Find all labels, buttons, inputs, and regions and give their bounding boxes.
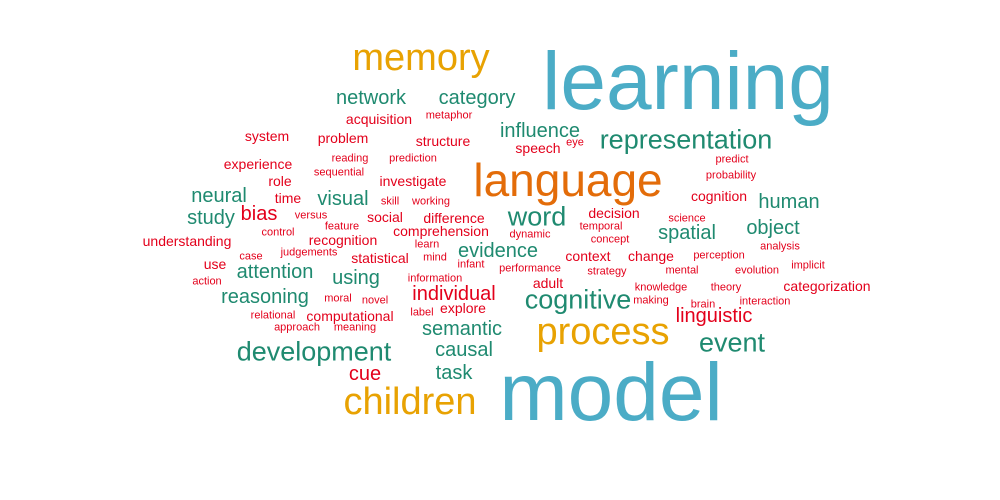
word-strategy: strategy [587,265,627,278]
word-performance: performance [499,262,561,275]
word-moral: moral [324,292,352,305]
word-visual: visual [317,188,369,210]
word-development: development [236,336,392,367]
word-semantic: semantic [421,318,503,340]
word-analysis: analysis [760,240,800,253]
word-metaphor: metaphor [425,109,473,122]
word-explore: explore [440,300,486,316]
word-perception: perception [693,249,745,262]
word-social: social [367,209,403,225]
word-category: category [438,87,516,109]
word-relational: relational [250,309,296,322]
word-knowledge: knowledge [634,281,688,294]
word-children: children [343,381,477,423]
word-speech: speech [515,140,561,156]
word-computational: computational [306,308,394,324]
word-time: time [274,190,302,206]
word-system: system [244,128,290,144]
word-language: language [473,154,663,206]
word-learning: learning [542,36,834,127]
word-sequential: sequential [313,166,365,179]
word-science: science [668,212,706,225]
word-representation: representation [599,124,773,155]
word-predict: predict [715,153,749,166]
word-learn: learn [414,238,440,251]
word-working: working [412,195,450,208]
word-word: word [507,201,567,232]
word-linguistic: linguistic [675,305,753,327]
word-mind: mind [423,251,447,264]
word-feature: feature [324,220,360,233]
word-cue: cue [348,363,382,385]
word-comprehension: comprehension [393,223,489,239]
word-probability: probability [705,169,757,182]
word-novel: novel [361,294,389,307]
word-problem: problem [317,130,369,146]
word-memory: memory [352,37,490,79]
word-event: event [698,327,766,358]
word-eye: eye [566,136,584,149]
word-causal: causal [435,339,493,361]
word-network: network [335,87,407,109]
word-use: use [203,256,227,272]
word-judgements: judgements [280,246,338,259]
word-implicit: implicit [791,259,825,272]
word-process: process [536,311,670,353]
word-object: object [746,217,800,239]
word-decision: decision [588,205,640,221]
word-statistical: statistical [351,250,409,266]
word-neural: neural [191,185,247,207]
word-human: human [758,191,820,213]
word-mental: mental [665,264,699,277]
word-using: using [332,267,380,289]
word-attention: attention [236,261,314,283]
word-control: control [261,226,295,239]
word-brain: brain [690,298,716,311]
word-theory: theory [710,281,742,294]
word-interaction: interaction [739,295,791,308]
word-information: information [407,272,463,285]
word-evolution: evolution [734,264,780,277]
word-context: context [565,248,611,264]
word-study: study [187,207,235,229]
word-model: model [499,347,723,438]
word-infant: infant [457,258,485,271]
word-evidence: evidence [457,240,539,262]
word-role: role [268,173,292,189]
word-action: action [192,275,222,288]
word-meaning: meaning [333,321,377,334]
word-difference: difference [423,210,485,226]
word-cognitive: cognitive [524,284,632,315]
word-case: case [239,250,263,263]
word-understanding: understanding [142,233,232,249]
word-categorization: categorization [783,278,871,294]
word-task: task [435,362,473,384]
word-label: label [410,306,434,319]
word-prediction: prediction [389,152,437,165]
word-skill: skill [380,195,400,208]
word-versus: versus [294,209,328,222]
word-reading: reading [331,152,369,165]
word-investigate: investigate [379,173,447,189]
word-approach: approach [274,321,320,334]
word-adult: adult [532,275,564,291]
word-bias: bias [240,203,278,225]
word-dynamic: dynamic [509,228,551,241]
word-temporal: temporal [579,220,623,233]
word-cognition: cognition [690,188,748,204]
word-recognition: recognition [308,232,378,248]
word-concept: concept [590,233,630,246]
word-experience: experience [223,156,293,172]
word-reasoning: reasoning [221,286,309,308]
word-acquisition: acquisition [345,111,413,127]
word-spatial: spatial [658,222,716,244]
word-influence: influence [499,120,581,142]
word-change: change [628,248,674,264]
word-structure: structure [415,133,471,149]
word-making: making [633,294,669,307]
word-individual: individual [412,283,496,305]
